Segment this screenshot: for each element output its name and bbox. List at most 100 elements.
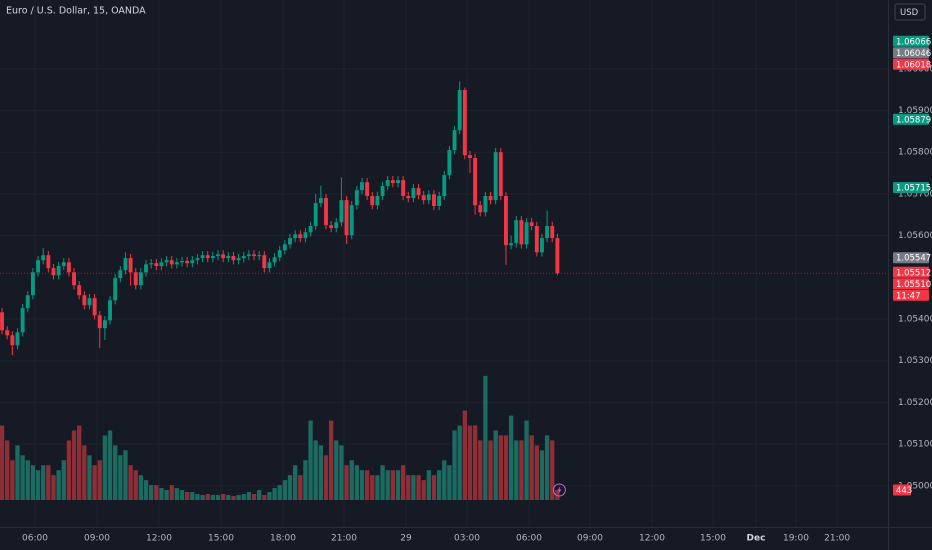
volume-bar: [66, 440, 72, 500]
volume-bar: [452, 430, 457, 500]
candle-body: [149, 263, 154, 265]
volume-bar: [226, 495, 231, 500]
price-badge: [893, 47, 929, 59]
candle-body: [159, 262, 164, 267]
candle-body: [277, 250, 282, 258]
volume-bar: [436, 470, 442, 500]
volume-bar: [154, 485, 159, 500]
volume-bar: [462, 410, 467, 500]
candle-body: [102, 320, 107, 329]
volume-bar: [339, 445, 344, 500]
x-tick-label: 18:00: [270, 534, 296, 544]
candle-body: [10, 335, 15, 346]
volume-bar: [262, 495, 267, 500]
volume-bar: [488, 440, 493, 500]
y-tick-label: 1.05900: [898, 106, 932, 116]
volume-bar: [220, 494, 226, 500]
volume-bar: [0, 425, 5, 500]
candle-body: [30, 272, 35, 296]
candle-body: [133, 272, 138, 286]
countdown-label: 11:47: [896, 291, 921, 301]
price-badge: [893, 278, 929, 290]
volume-bar: [323, 455, 329, 500]
candle-body: [313, 203, 318, 227]
candle-body: [190, 260, 195, 264]
x-tick-label: 15:00: [208, 534, 234, 544]
candle-body: [118, 270, 123, 279]
volume-bar: [10, 460, 15, 500]
y-tick-label: 1.05100: [898, 440, 932, 450]
candle-body: [344, 200, 349, 236]
candle-body: [303, 232, 308, 239]
candle-body: [375, 195, 380, 206]
candle-body: [457, 90, 462, 131]
candle-body: [185, 261, 190, 264]
candle-body: [169, 260, 174, 265]
currency-box[interactable]: [894, 3, 926, 21]
y-tick-label: 1.05700: [898, 189, 932, 199]
candle-body: [539, 238, 544, 253]
volume-bar: [380, 465, 385, 500]
alert-icon[interactable]: [552, 483, 566, 497]
candle-body: [221, 254, 226, 259]
candle-body: [51, 268, 56, 276]
candle-body: [411, 188, 416, 199]
candle-body: [406, 195, 411, 199]
volume-bar: [385, 470, 390, 500]
candle-body: [462, 90, 467, 156]
volume-bar: [82, 445, 87, 500]
volume-bar: [395, 470, 401, 500]
y-tick-label: 1.05300: [898, 356, 932, 366]
volume-bar: [190, 492, 195, 500]
candle-body: [20, 308, 25, 333]
countdown-badge: [893, 289, 929, 301]
price-badge-label: 1.05512: [896, 268, 931, 278]
volume-badge: [893, 484, 911, 496]
price-badge-label: 1.05547: [896, 254, 931, 264]
candle-body: [174, 262, 179, 265]
volume-bar: [46, 465, 51, 500]
candle-body: [360, 182, 364, 191]
y-tick-label: 1.05400: [898, 315, 932, 325]
volume-bar: [421, 480, 426, 500]
volume-bar: [174, 488, 180, 500]
candle-body: [396, 180, 400, 184]
volume-bar: [292, 465, 298, 500]
price-badge-label: 1.05879: [896, 115, 931, 125]
candle-body: [61, 262, 66, 267]
candle-body: [46, 255, 51, 269]
volume-bar: [87, 455, 92, 500]
candle-body: [529, 222, 534, 227]
volume-bar: [400, 465, 406, 500]
volume-bar: [359, 470, 365, 500]
volume-pane: [0, 375, 560, 500]
candle-body: [452, 130, 457, 151]
price-badge-label: 1.05510: [896, 280, 931, 290]
candle-body: [426, 194, 431, 201]
volume-bar: [544, 435, 550, 500]
candle-body: [504, 195, 508, 246]
candle-body: [293, 234, 298, 239]
volume-bar: [102, 435, 108, 500]
candle-body: [92, 298, 97, 316]
candle-body: [354, 190, 359, 206]
candle-body: [514, 220, 519, 244]
volume-bar: [519, 440, 524, 500]
volume-bar: [354, 465, 360, 500]
volume-bar: [503, 435, 509, 500]
volume-bar: [344, 465, 349, 500]
price-badge: [893, 35, 929, 47]
candle-body: [87, 298, 92, 306]
candle-body: [524, 222, 529, 245]
volume-bar: [41, 465, 46, 500]
candle-body: [128, 258, 133, 273]
volume-bar: [328, 420, 334, 500]
candle-body: [77, 285, 82, 296]
candle-body: [282, 244, 287, 251]
volume-bar: [123, 450, 128, 500]
volume-bar: [308, 420, 313, 500]
candle-body: [298, 234, 303, 239]
volume-bar: [179, 490, 185, 500]
volume-bar: [164, 490, 169, 500]
currency[interactable]: USD: [900, 8, 919, 18]
